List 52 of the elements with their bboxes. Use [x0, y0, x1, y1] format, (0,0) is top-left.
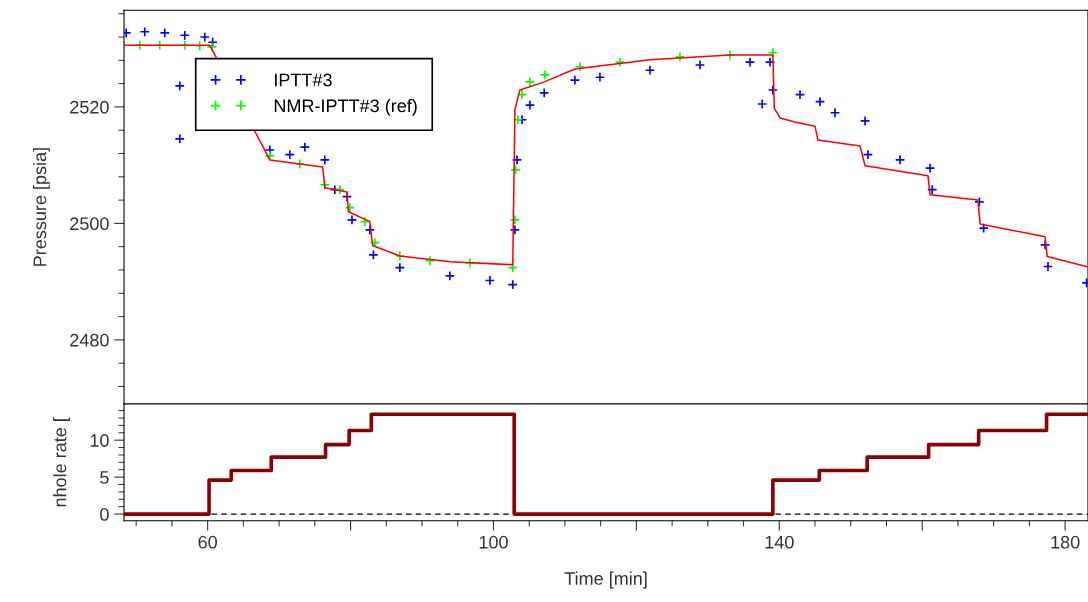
point	[174, 80, 185, 92]
point	[512, 114, 523, 125]
point	[424, 255, 436, 266]
point	[862, 149, 874, 160]
point	[264, 150, 276, 162]
legend-label: IPTT#3	[275, 73, 332, 87]
point	[346, 214, 358, 226]
y-tick-label: 10	[90, 434, 109, 447]
y-tick-label: 2500	[70, 217, 109, 231]
point	[694, 59, 706, 71]
y-tick-label: 0	[100, 508, 109, 521]
x-tick-label: 140	[765, 535, 794, 549]
point	[794, 89, 806, 100]
x-tick-label: 100	[479, 535, 508, 549]
point	[139, 26, 150, 38]
point	[444, 270, 456, 282]
point	[509, 214, 521, 226]
x-tick-label: 60	[198, 535, 217, 549]
y-axis-title: nhole rate [	[53, 417, 70, 507]
point	[644, 64, 656, 76]
point	[814, 96, 826, 107]
y-tick-label: 2480	[70, 333, 109, 347]
point	[199, 31, 211, 43]
point	[539, 69, 551, 81]
point	[159, 27, 170, 39]
point	[509, 224, 521, 236]
point	[524, 99, 536, 111]
point	[924, 162, 936, 174]
point	[756, 98, 768, 110]
point	[344, 202, 356, 213]
point	[284, 149, 296, 160]
y-axis-title: Pressure [psia]	[33, 148, 50, 266]
y-tick-label: 2520	[70, 100, 109, 114]
point	[319, 154, 331, 166]
point	[179, 30, 190, 41]
point	[299, 141, 311, 153]
point	[978, 222, 989, 234]
point	[767, 47, 779, 58]
point	[744, 56, 756, 68]
line-series	[124, 44, 1088, 268]
point	[538, 87, 550, 99]
point	[569, 74, 581, 86]
point	[894, 154, 906, 166]
x-axis-title: Time [min]	[564, 571, 647, 589]
y-tick-label: 5	[100, 471, 109, 484]
point	[859, 115, 871, 127]
point	[174, 133, 185, 145]
x-tick-label: 180	[1051, 535, 1080, 549]
point	[594, 71, 606, 83]
legend-label: NMR-IPTT#3 (ref)	[274, 98, 417, 116]
point	[829, 107, 841, 118]
point	[516, 89, 528, 100]
